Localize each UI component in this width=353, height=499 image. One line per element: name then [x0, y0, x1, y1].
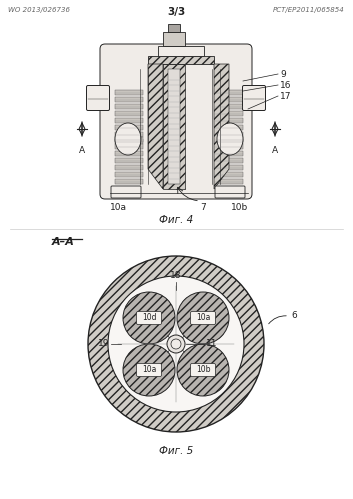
Bar	[215, 172, 243, 177]
Bar	[215, 179, 243, 184]
Text: Фиг. 4: Фиг. 4	[159, 215, 193, 225]
Bar	[115, 117, 143, 123]
Bar	[215, 132, 243, 137]
Bar	[115, 110, 143, 116]
Text: Фиг. 5: Фиг. 5	[159, 446, 193, 456]
Bar	[158, 46, 204, 56]
FancyBboxPatch shape	[191, 363, 215, 377]
Text: PCT/EP2011/065854: PCT/EP2011/065854	[273, 7, 345, 13]
FancyBboxPatch shape	[100, 44, 252, 199]
Bar	[115, 165, 143, 170]
Text: A–A: A–A	[52, 237, 75, 247]
Circle shape	[108, 276, 244, 412]
Text: 10a: 10a	[142, 365, 156, 375]
Text: A: A	[272, 146, 278, 155]
Circle shape	[88, 256, 264, 432]
Bar	[215, 137, 243, 142]
Text: 10d: 10d	[142, 313, 156, 322]
Bar	[215, 165, 243, 170]
Bar	[115, 132, 143, 137]
Bar	[115, 144, 143, 149]
Bar	[215, 158, 243, 163]
Bar	[215, 103, 243, 109]
Bar	[215, 117, 243, 123]
Text: 10a: 10a	[196, 313, 210, 322]
Bar	[115, 151, 143, 156]
Text: 16: 16	[280, 80, 292, 89]
Bar	[115, 96, 143, 102]
Bar	[168, 24, 180, 32]
FancyBboxPatch shape	[243, 85, 265, 110]
FancyBboxPatch shape	[191, 311, 215, 324]
Bar	[115, 172, 143, 177]
Bar	[115, 158, 143, 163]
Text: 18: 18	[170, 271, 182, 280]
Circle shape	[177, 344, 229, 396]
Text: WO 2013/026736: WO 2013/026736	[8, 7, 70, 13]
Polygon shape	[214, 64, 229, 189]
Text: 10b: 10b	[231, 203, 249, 212]
Bar	[215, 151, 243, 156]
FancyBboxPatch shape	[86, 85, 109, 110]
Bar	[115, 89, 143, 95]
Bar	[115, 124, 143, 130]
Text: 6: 6	[291, 310, 297, 319]
Bar	[115, 137, 143, 142]
Bar	[115, 103, 143, 109]
Ellipse shape	[115, 123, 141, 155]
Text: 9: 9	[280, 69, 286, 78]
Bar	[148, 56, 214, 64]
Bar	[115, 179, 143, 184]
Bar	[115, 139, 143, 144]
Bar	[215, 96, 243, 102]
Ellipse shape	[217, 123, 243, 155]
FancyBboxPatch shape	[215, 186, 245, 198]
Bar	[168, 69, 180, 184]
Bar	[163, 32, 185, 46]
Text: 17: 17	[280, 91, 292, 100]
Text: 7: 7	[200, 203, 206, 212]
Text: 3/3: 3/3	[167, 7, 185, 17]
Bar	[163, 64, 185, 189]
Text: 10a: 10a	[109, 203, 126, 212]
Bar	[215, 110, 243, 116]
FancyBboxPatch shape	[111, 186, 141, 198]
Bar	[215, 124, 243, 130]
Text: 19: 19	[97, 339, 109, 348]
Text: A: A	[79, 146, 85, 155]
FancyBboxPatch shape	[137, 363, 162, 377]
Text: 10b: 10b	[196, 365, 210, 375]
Bar	[215, 139, 243, 144]
Polygon shape	[148, 64, 163, 189]
FancyBboxPatch shape	[137, 311, 162, 324]
Bar	[215, 144, 243, 149]
Circle shape	[177, 292, 229, 344]
Circle shape	[171, 339, 181, 349]
Circle shape	[167, 335, 185, 353]
Circle shape	[123, 292, 175, 344]
Bar	[215, 89, 243, 95]
Circle shape	[123, 344, 175, 396]
Text: 11: 11	[206, 339, 217, 348]
